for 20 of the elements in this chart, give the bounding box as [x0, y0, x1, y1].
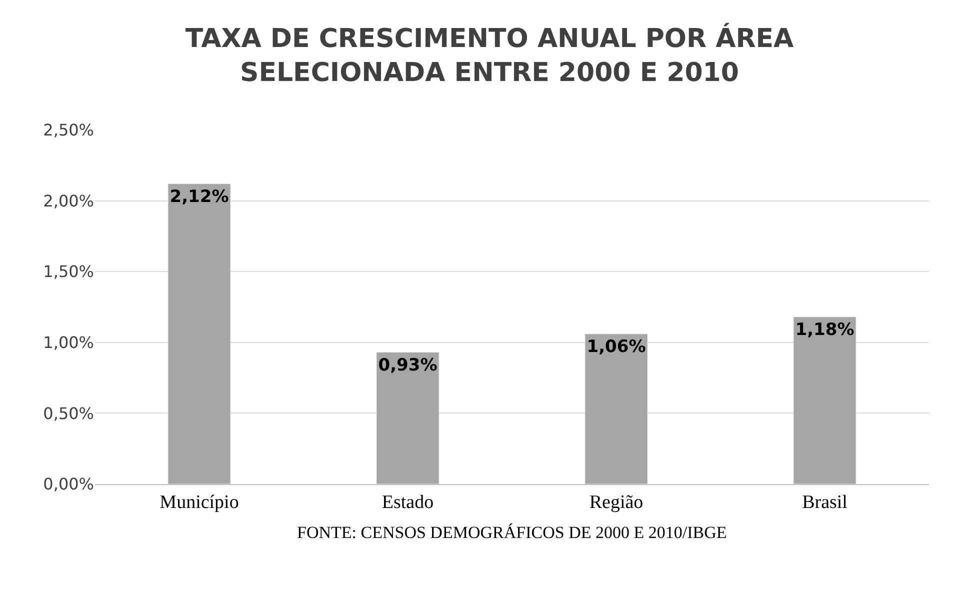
data-label: 0,93%: [378, 355, 438, 376]
y-tick-label: 2,00%: [43, 191, 94, 210]
bar: [168, 184, 231, 484]
bar: [584, 334, 648, 484]
source-note: FONTE: CENSOS DEMOGRÁFICOS DE 2000 E 2010/IBGE: [297, 523, 727, 542]
y-tick-label: 0,50%: [43, 404, 94, 423]
x-tick-label: Brasil: [802, 492, 848, 513]
y-tick-label: 1,00%: [43, 333, 94, 352]
x-tick-label: Região: [589, 492, 644, 513]
data-label: 1,06%: [586, 336, 646, 357]
chart-title: TAXA DE CRESCIMENTO ANUAL POR ÁREA SELECIONADA ENTRE 2000 E 2010: [185, 22, 794, 88]
bar: [376, 352, 440, 484]
y-tick-label: 1,50%: [43, 262, 94, 282]
x-tick-label: Município: [160, 492, 239, 513]
x-tick-label: Estado: [382, 492, 434, 513]
data-label: 1,18%: [795, 320, 854, 340]
data-label: 2,12%: [170, 186, 229, 207]
y-tick-label: 2,50%: [43, 120, 94, 140]
y-tick-label: 0,00%: [43, 474, 94, 494]
bar: [793, 316, 856, 484]
